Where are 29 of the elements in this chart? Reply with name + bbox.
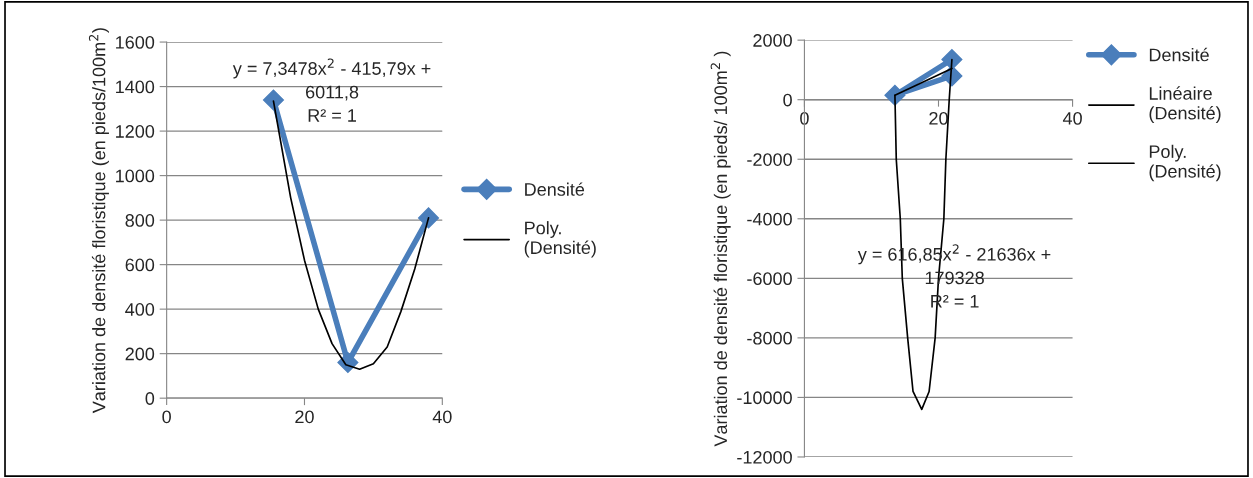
y-axis-title: Variation de densité floristique (en pieds/100m$^{2}$) — [88, 28, 109, 414]
x-tick-label: 20 — [295, 410, 314, 424]
legend-label: Poly. (Densité) — [1149, 144, 1221, 182]
y-tick-label: 1600 — [116, 36, 155, 49]
y-tick-label: 1200 — [116, 125, 155, 138]
y-tick-label: 1000 — [116, 169, 155, 183]
x-tick-label: 40 — [432, 410, 452, 424]
y-tick-label: 600 — [125, 258, 155, 272]
x-tick-label: 0 — [162, 410, 171, 424]
y-tick-label: 0 — [145, 392, 155, 405]
y-tick-label: 400 — [125, 303, 155, 316]
legend-label: Densité — [525, 182, 585, 196]
y-tick-label: -6000 — [747, 272, 792, 286]
y-tick-label: 800 — [125, 214, 155, 227]
y-tick-label: -12000 — [737, 450, 792, 464]
x-tick-label: 40 — [1062, 111, 1082, 125]
annotation: y = 7,3478x$^{2}$ - 415,79x + 6011,8 R² = 1 — [232, 58, 431, 122]
y-axis-title: Variation de densité floristique (en pieds/ 100m$^{2}$ ) — [710, 51, 731, 447]
y-tick-label: 200 — [125, 347, 155, 361]
y-tick-label: -10000 — [737, 391, 792, 405]
legend-label: Poly. (Densité) — [524, 221, 596, 258]
y-tick-label: 1400 — [116, 80, 155, 94]
y-tick-label: 2000 — [753, 34, 792, 47]
y-tick-label: 0 — [783, 93, 792, 107]
legend-label: Linéaire (Densité) — [1149, 86, 1221, 124]
y-tick-label: -8000 — [747, 331, 792, 345]
y-tick-label: -4000 — [747, 212, 792, 226]
y-tick-label: -2000 — [747, 153, 792, 166]
legend-label: Densité — [1149, 47, 1209, 62]
